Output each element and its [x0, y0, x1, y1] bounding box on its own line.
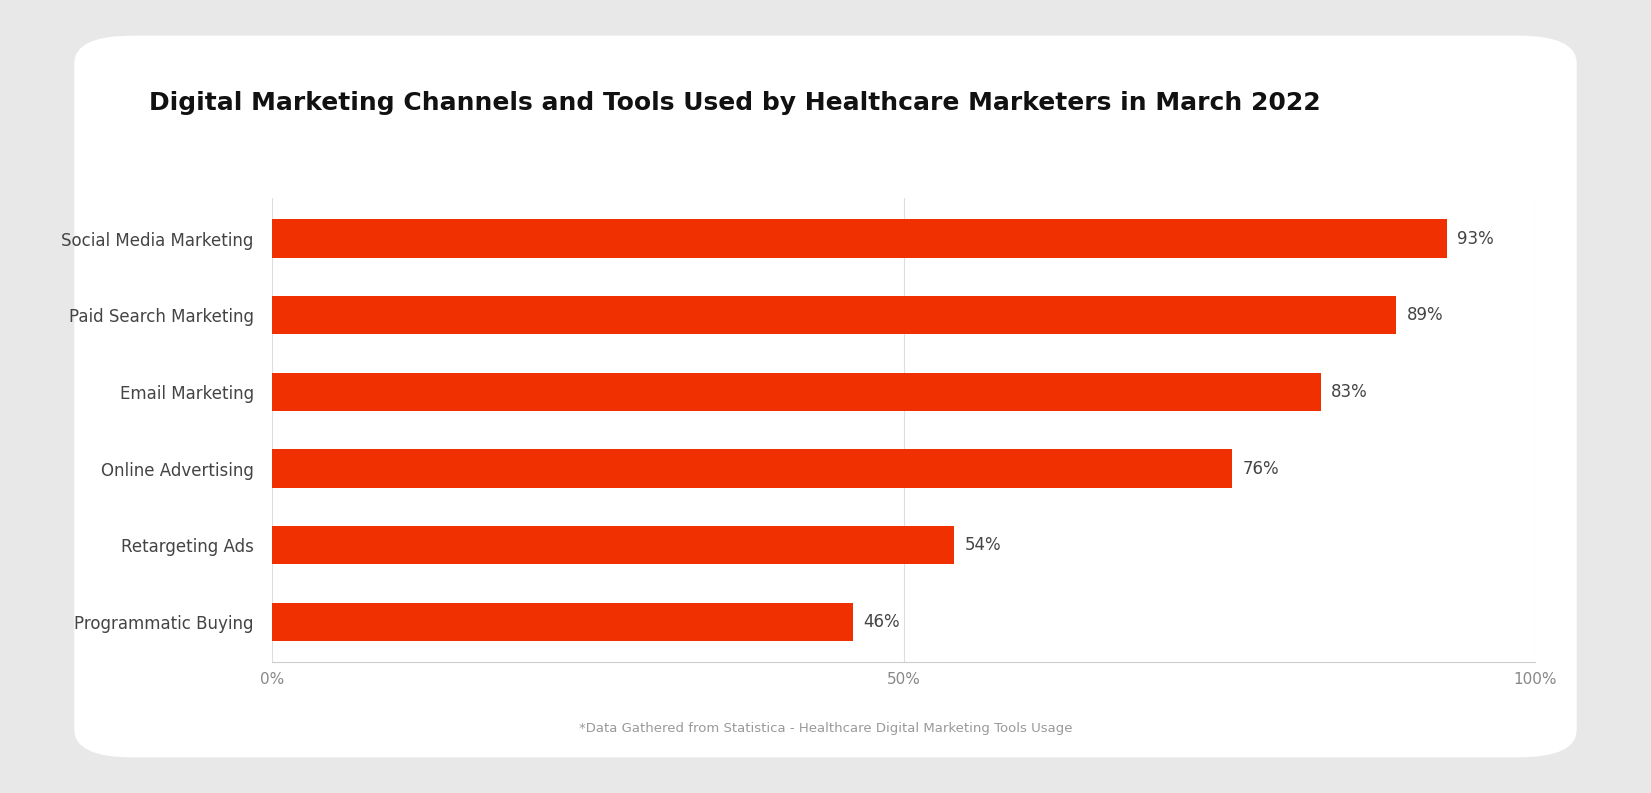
Bar — [272, 450, 1232, 488]
Text: 89%: 89% — [1407, 306, 1443, 324]
Bar — [272, 220, 1446, 258]
Bar — [272, 296, 1397, 335]
Text: *Data Gathered from Statistica - Healthcare Digital Marketing Tools Usage: *Data Gathered from Statistica - Healthc… — [580, 722, 1071, 734]
Text: 46%: 46% — [863, 613, 900, 631]
FancyBboxPatch shape — [74, 36, 1577, 757]
Text: 93%: 93% — [1458, 229, 1494, 247]
Text: Digital Marketing Channels and Tools Used by Healthcare Marketers in March 2022: Digital Marketing Channels and Tools Use… — [149, 91, 1321, 115]
Text: 76%: 76% — [1243, 459, 1280, 477]
Bar — [272, 526, 954, 565]
Bar — [272, 373, 1321, 411]
Bar — [272, 603, 854, 641]
Text: 54%: 54% — [964, 536, 1001, 554]
Text: 83%: 83% — [1331, 383, 1367, 401]
